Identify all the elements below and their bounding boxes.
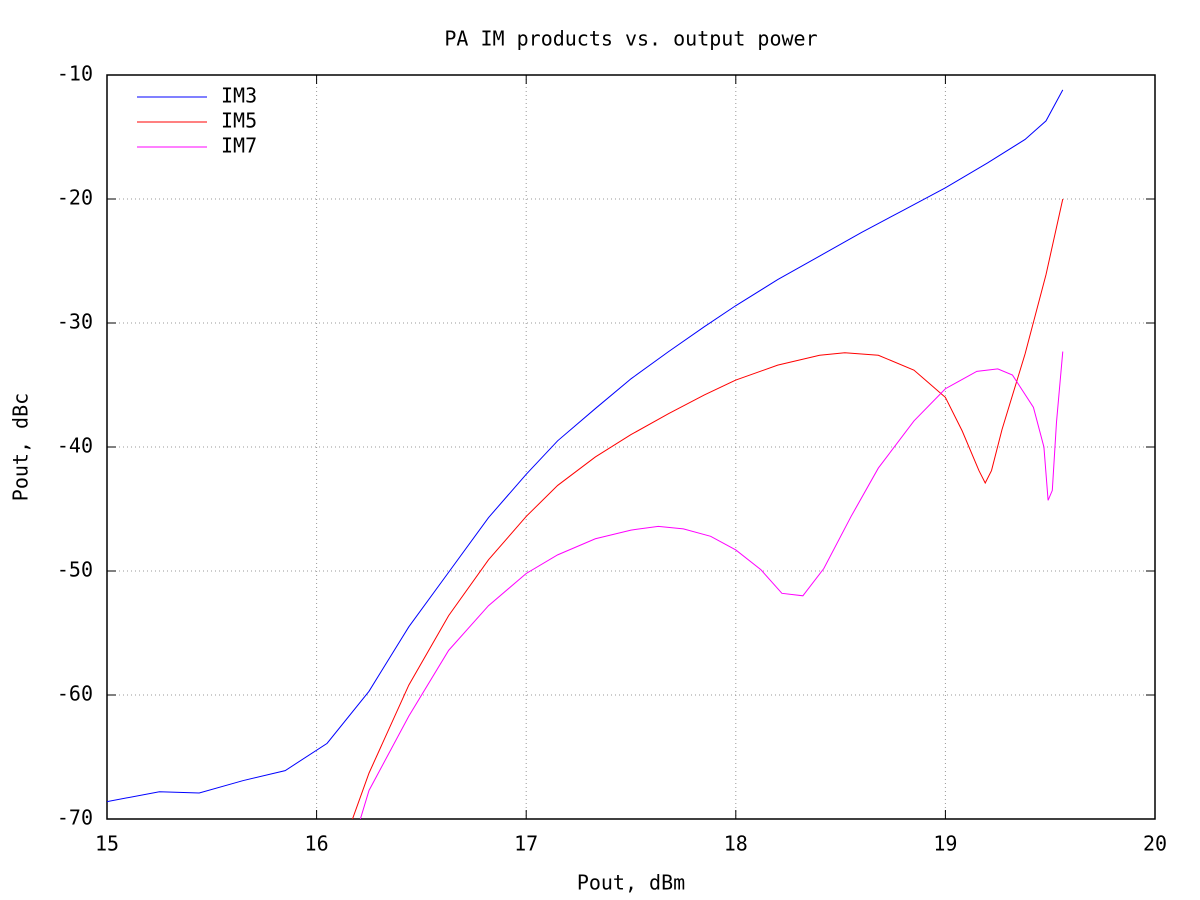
legend-label: IM5 xyxy=(221,109,257,133)
x-axis-label: Pout, dBm xyxy=(577,871,685,895)
x-tick-label: 15 xyxy=(95,832,119,856)
data-line xyxy=(107,89,1064,803)
chart-title: PA IM products vs. output power xyxy=(444,27,817,51)
x-tick-label: 16 xyxy=(305,832,329,856)
y-axis-label: Pout, dBc xyxy=(9,393,33,501)
y-tick-label: -60 xyxy=(57,682,93,706)
y-tick-label: -50 xyxy=(57,558,93,582)
y-tick-label: -30 xyxy=(57,310,93,334)
data-line xyxy=(351,198,1064,819)
plot-border xyxy=(106,74,1156,820)
y-tick-label: -10 xyxy=(57,62,93,86)
legend-label: IM3 xyxy=(221,84,257,108)
y-tick-label: -70 xyxy=(57,806,93,830)
plot-area xyxy=(107,89,1064,819)
x-tick-label: 20 xyxy=(1143,832,1167,856)
x-tick-label: 18 xyxy=(724,832,748,856)
x-tick-label: 17 xyxy=(514,832,538,856)
y-tick-label: -40 xyxy=(57,434,93,458)
y-tick-label: -20 xyxy=(57,186,93,210)
data-line xyxy=(359,351,1064,819)
legend-label: IM7 xyxy=(221,134,257,158)
x-tick-label: 19 xyxy=(933,832,957,856)
